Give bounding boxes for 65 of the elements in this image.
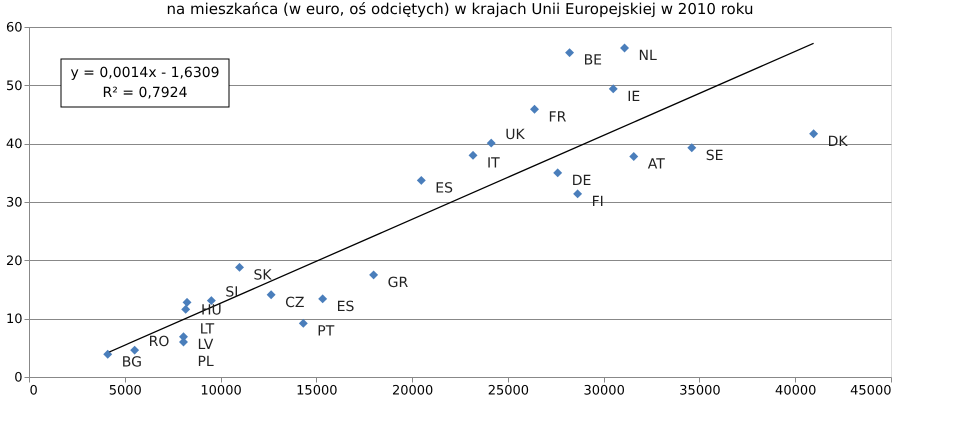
annotation: R² = 0,7924 bbox=[102, 85, 188, 101]
annotation: BE bbox=[584, 52, 602, 69]
point bbox=[530, 104, 539, 114]
x-tick-label: 25000 bbox=[488, 384, 530, 398]
annotation: GR bbox=[388, 274, 408, 291]
x-tick-label: 20000 bbox=[392, 384, 434, 398]
annotation: NL bbox=[638, 48, 658, 64]
annotation: AT bbox=[648, 156, 666, 172]
annotation: BG bbox=[122, 354, 142, 370]
x-tick-label: 30000 bbox=[583, 384, 625, 398]
point bbox=[369, 270, 378, 280]
point bbox=[565, 48, 574, 58]
y-tick-label: 40 bbox=[6, 137, 22, 152]
point bbox=[182, 298, 192, 307]
annotation: IE bbox=[627, 88, 640, 105]
annotation: y = 0,0014x - 1,6309 bbox=[70, 65, 220, 81]
point bbox=[620, 44, 630, 52]
annotation: LT bbox=[200, 321, 215, 338]
y-tick-label: 20 bbox=[6, 254, 22, 269]
annotation: DE bbox=[572, 172, 592, 189]
point bbox=[103, 350, 112, 359]
point bbox=[809, 129, 818, 138]
point bbox=[416, 176, 426, 185]
annotation: HU bbox=[201, 302, 222, 318]
point bbox=[298, 318, 308, 328]
annotation: ES bbox=[435, 180, 454, 196]
y-tick-label: 30 bbox=[6, 196, 22, 210]
annotation: FI bbox=[592, 194, 604, 210]
y-tick-label: 50 bbox=[6, 78, 22, 94]
point bbox=[318, 294, 328, 304]
point bbox=[573, 189, 582, 198]
y-tick-label: 10 bbox=[6, 312, 22, 328]
annotation: SK bbox=[254, 267, 272, 284]
point bbox=[608, 84, 618, 94]
annotation: SI bbox=[225, 284, 238, 301]
annotation: DK bbox=[828, 134, 848, 150]
annotation: RO bbox=[148, 334, 170, 350]
chart-title: na mieszkańca (w euro, oś odciętych) w krajach Unii Europejskiej w 2010 roku bbox=[166, 0, 754, 18]
point bbox=[266, 290, 276, 300]
x-tick-label: 15000 bbox=[296, 384, 338, 398]
y-tick-label: 60 bbox=[6, 20, 22, 36]
annotation: PT bbox=[317, 323, 335, 340]
point bbox=[468, 150, 478, 160]
annotation: SE bbox=[706, 148, 724, 164]
y-tick-label: 0 bbox=[14, 370, 22, 386]
annotation: IT bbox=[487, 155, 500, 172]
point bbox=[629, 152, 638, 161]
x-tick-label: 5000 bbox=[108, 384, 142, 398]
point bbox=[235, 262, 244, 272]
point bbox=[553, 168, 562, 178]
x-tick-label: 0 bbox=[30, 384, 38, 398]
point bbox=[486, 138, 496, 148]
point bbox=[181, 304, 190, 314]
annotation: LV bbox=[197, 336, 214, 353]
x-tick-label: 35000 bbox=[679, 384, 721, 398]
point bbox=[130, 346, 140, 355]
x-tick-label: 40000 bbox=[775, 384, 816, 398]
annotation: FR bbox=[548, 109, 567, 126]
annotation: UK bbox=[505, 127, 526, 144]
x-tick-label: 45000 bbox=[850, 384, 892, 398]
annotation: ES bbox=[336, 298, 354, 315]
annotation: CZ bbox=[285, 294, 304, 311]
point bbox=[687, 143, 696, 152]
x-tick-label: 10000 bbox=[200, 384, 242, 398]
annotation: PL bbox=[197, 354, 214, 370]
